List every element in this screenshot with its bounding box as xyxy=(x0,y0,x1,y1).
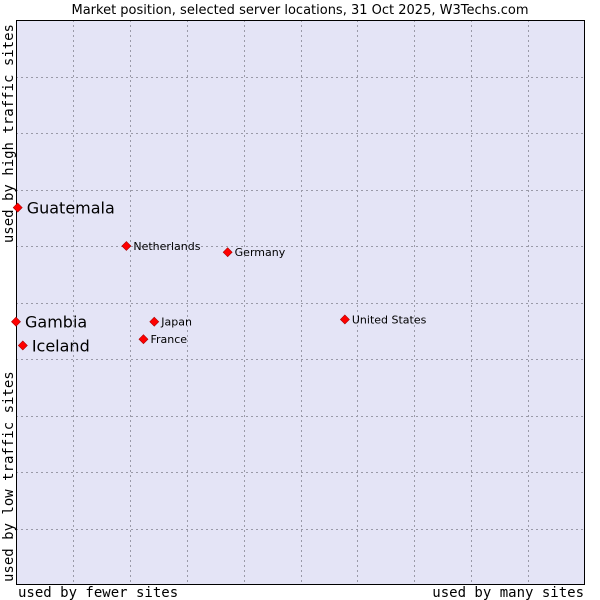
plot-border xyxy=(16,20,585,585)
data-point-iceland: Iceland xyxy=(17,336,90,355)
grid-lines xyxy=(16,20,585,585)
label-germany: Germany xyxy=(235,246,286,259)
data-point-france: France xyxy=(138,333,187,346)
marker-united-states xyxy=(339,314,350,325)
label-france: France xyxy=(150,333,187,346)
marker-gambia xyxy=(11,316,21,327)
data-point-united-states: United States xyxy=(339,313,427,326)
label-iceland: Iceland xyxy=(32,336,90,355)
marker-guatemala xyxy=(12,202,23,213)
chart-title: Market position, selected server locatio… xyxy=(71,3,528,18)
label-japan: Japan xyxy=(160,316,192,329)
data-point-japan: Japan xyxy=(149,316,192,329)
data-point-guatemala: Guatemala xyxy=(12,199,115,218)
data-point-germany: Germany xyxy=(222,246,286,259)
y-axis-low-label: used by low traffic sites xyxy=(1,371,17,582)
marker-germany xyxy=(222,247,233,258)
y-axis-high-label: used by high traffic sites xyxy=(1,24,17,243)
x-axis-low-label: used by fewer sites xyxy=(18,585,178,600)
marker-netherlands xyxy=(121,241,132,251)
marker-japan xyxy=(149,316,160,327)
label-netherlands: Netherlands xyxy=(133,240,200,253)
label-gambia: Gambia xyxy=(25,313,87,332)
label-guatemala: Guatemala xyxy=(27,199,115,218)
plot-area xyxy=(16,20,585,585)
marker-iceland xyxy=(17,340,28,351)
data-point-netherlands: Netherlands xyxy=(121,240,201,253)
data-point-gambia: Gambia xyxy=(11,313,87,332)
x-axis-high-label: used by many sites xyxy=(432,585,584,600)
label-united-states: United States xyxy=(352,313,427,326)
marker-france xyxy=(138,334,149,345)
data-points: Guatemala Netherlands Germany United States… xyxy=(11,199,427,355)
